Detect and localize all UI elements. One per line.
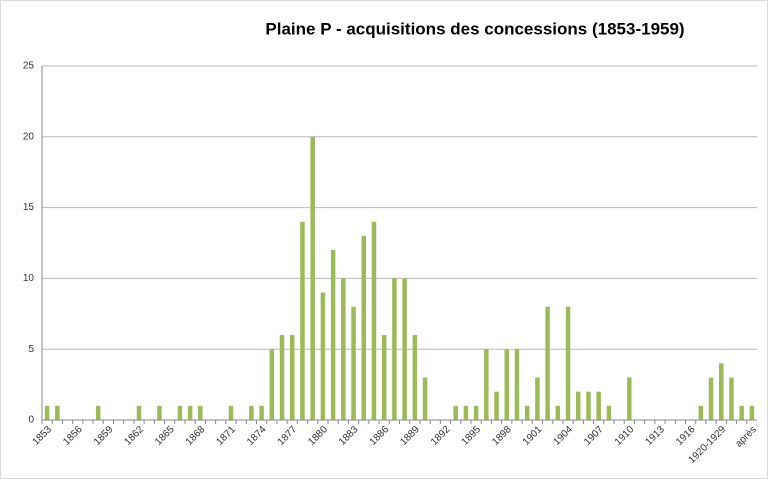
bar bbox=[565, 306, 571, 420]
bar bbox=[228, 405, 234, 420]
bar bbox=[371, 221, 377, 420]
bar bbox=[749, 405, 755, 420]
bar bbox=[320, 292, 326, 420]
bar bbox=[136, 405, 142, 420]
y-tick-label: 0 bbox=[28, 415, 34, 426]
chart-title: Plaine P - acquisitions des concessions … bbox=[265, 19, 684, 38]
bar bbox=[708, 377, 714, 420]
bar bbox=[514, 349, 520, 420]
bar bbox=[269, 349, 275, 420]
bar bbox=[279, 335, 285, 420]
bar bbox=[494, 391, 499, 420]
bar bbox=[187, 405, 193, 420]
bar bbox=[290, 335, 295, 420]
bar bbox=[381, 335, 387, 420]
bar bbox=[453, 405, 458, 420]
bar bbox=[310, 136, 315, 421]
y-tick-label: 15 bbox=[23, 202, 35, 213]
bar bbox=[555, 405, 561, 420]
y-tick-label: 5 bbox=[28, 344, 34, 355]
bar bbox=[249, 405, 254, 420]
bar bbox=[351, 306, 356, 420]
y-tick-label: 25 bbox=[23, 61, 35, 72]
bar bbox=[44, 405, 50, 420]
y-tick-label: 10 bbox=[23, 273, 35, 284]
bar bbox=[719, 363, 724, 420]
bar bbox=[627, 377, 632, 420]
bar bbox=[341, 278, 346, 420]
bar bbox=[545, 306, 550, 420]
bar bbox=[422, 377, 428, 420]
y-tick-label: 20 bbox=[23, 131, 35, 142]
bar bbox=[300, 221, 305, 420]
bar bbox=[157, 405, 162, 420]
bar bbox=[606, 405, 612, 420]
bar bbox=[198, 405, 203, 420]
bar bbox=[576, 391, 581, 420]
bar bbox=[504, 349, 509, 420]
bar bbox=[412, 335, 418, 420]
bar bbox=[463, 405, 469, 420]
bar bbox=[596, 391, 601, 420]
bar bbox=[95, 405, 101, 420]
bar bbox=[698, 405, 704, 420]
bar bbox=[586, 391, 591, 420]
bar bbox=[739, 405, 744, 420]
bar bbox=[535, 377, 540, 420]
bar bbox=[330, 250, 336, 420]
bar bbox=[524, 405, 530, 420]
bar bbox=[729, 377, 734, 420]
bar bbox=[473, 405, 479, 420]
bar bbox=[259, 405, 264, 420]
bar bbox=[55, 405, 60, 420]
bar bbox=[177, 405, 183, 420]
bar bbox=[484, 349, 489, 420]
bar bbox=[402, 278, 407, 420]
bar bbox=[392, 278, 397, 420]
bar bbox=[361, 235, 366, 420]
